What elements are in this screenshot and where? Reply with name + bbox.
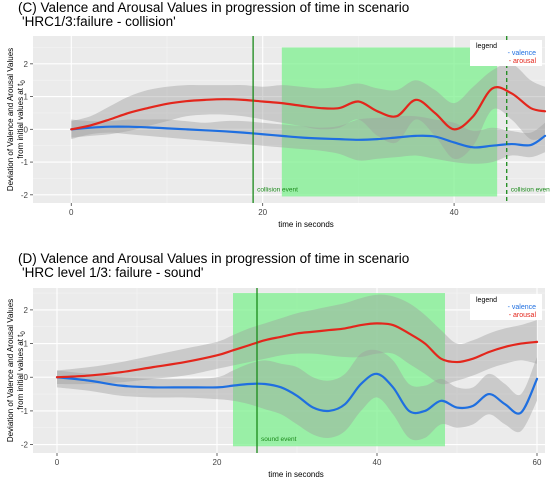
event-label: collision event	[257, 187, 298, 194]
y-axis-label-line2: from initial values at t	[16, 83, 25, 159]
y-tick-label: -2	[21, 191, 29, 200]
y-tick-label: -1	[21, 158, 29, 167]
legend-title: legend	[476, 297, 497, 304]
x-tick-label: 40	[450, 208, 459, 217]
y-tick-label: -2	[21, 441, 29, 450]
legend-entry-arousal: - arousal	[509, 312, 537, 319]
y-tick-label: 2	[24, 60, 29, 69]
event-label: collision event	[511, 187, 550, 194]
event-window-shading	[233, 293, 445, 447]
legend-entry-arousal: - arousal	[509, 58, 537, 65]
confidence-band-arousal	[71, 63, 545, 160]
x-axis-label: time in seconds	[278, 220, 334, 229]
y-axis-label-subscript: 0	[21, 80, 27, 84]
series-line-valence	[70, 125, 547, 149]
confidence-band-arousal	[57, 294, 537, 385]
series-line-valence	[55, 372, 539, 415]
confidence-band-valence	[71, 115, 545, 164]
series-line-arousal	[70, 85, 547, 131]
y-tick-label: 1	[24, 93, 29, 102]
legend-box	[470, 40, 542, 66]
x-tick-label: 0	[69, 208, 74, 217]
x-tick-label: 60	[533, 458, 542, 467]
y-tick-label: 2	[24, 306, 29, 315]
y-axis-label: Deviation of Valence and Arousal Valuesf…	[6, 48, 27, 191]
event-label: sound event	[261, 436, 297, 443]
x-tick-label: 20	[258, 208, 267, 217]
x-axis-label: time in seconds	[268, 470, 324, 479]
y-tick-label: 1	[24, 340, 29, 349]
chart-panel-c: (C) Valence and Arousal Values in progre…	[6, 0, 550, 229]
legend-entry-valence: - valence	[508, 50, 537, 57]
chart-panel-d: (D) Valence and Arousal Values in progre…	[6, 251, 545, 479]
y-tick-label: 0	[24, 125, 29, 134]
y-axis-label-line1: Deviation of Valence and Arousal Values	[6, 299, 15, 442]
x-tick-label: 20	[213, 458, 222, 467]
y-axis-label-subscript: 0	[21, 331, 27, 335]
chart-subtitle: 'HRC level 1/3: failure - sound'	[22, 265, 204, 280]
x-tick-label: 0	[55, 458, 60, 467]
legend-box	[470, 294, 542, 320]
event-window-shading	[281, 47, 498, 197]
y-axis-label-line2: from initial values at t	[16, 334, 25, 410]
chart-subtitle: 'HRC1/3:failure - collision'	[22, 14, 176, 29]
legend-title: legend	[476, 43, 497, 50]
series-line-arousal	[55, 322, 539, 379]
legend-entry-valence: - valence	[508, 304, 537, 311]
x-tick-label: 40	[373, 458, 382, 467]
y-axis-label-line1: Deviation of Valence and Arousal Values	[6, 48, 15, 191]
chart-title: (D) Valence and Arousal Values in progre…	[18, 251, 409, 266]
y-axis-label: Deviation of Valence and Arousal Valuesf…	[6, 299, 27, 442]
chart-title: (C) Valence and Arousal Values in progre…	[18, 0, 409, 15]
y-tick-label: 0	[24, 373, 29, 382]
y-tick-label: -1	[21, 407, 29, 416]
